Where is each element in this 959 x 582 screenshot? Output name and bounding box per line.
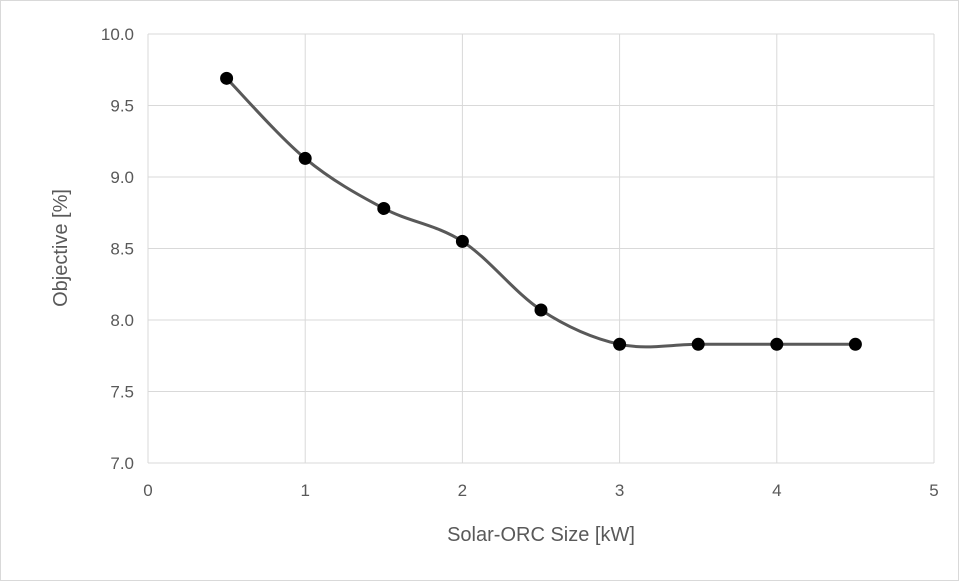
x-tick-label: 0 xyxy=(143,481,152,500)
y-axis-title: Objective [%] xyxy=(50,189,72,307)
data-point xyxy=(613,337,627,351)
x-tick-label: 3 xyxy=(615,481,624,500)
x-tick-label: 2 xyxy=(458,481,467,500)
y-tick-label: 10.0 xyxy=(101,25,134,44)
x-tick-labels: 0 1 2 3 4 5 xyxy=(143,481,938,500)
grid xyxy=(147,33,935,464)
data-point xyxy=(455,234,469,248)
data-point xyxy=(534,303,548,317)
y-tick-label: 8.5 xyxy=(110,240,134,259)
x-tick-label: 5 xyxy=(929,481,938,500)
series-points xyxy=(220,71,862,351)
y-tick-label: 9.5 xyxy=(110,97,134,116)
series-line xyxy=(225,77,856,349)
x-axis-title: Solar-ORC Size [kW] xyxy=(447,524,635,546)
data-point xyxy=(770,337,784,351)
data-point xyxy=(298,151,312,165)
data-point xyxy=(691,337,705,351)
y-tick-labels: 7.0 7.5 8.0 8.5 9.0 9.5 10.0 xyxy=(101,25,134,473)
y-tick-label: 9.0 xyxy=(110,168,134,187)
x-tick-label: 4 xyxy=(772,481,781,500)
y-tick-label: 7.0 xyxy=(110,454,134,473)
y-tick-label: 7.5 xyxy=(110,383,134,402)
data-point xyxy=(377,201,391,215)
y-tick-label: 8.0 xyxy=(110,311,134,330)
data-point xyxy=(220,71,234,85)
x-tick-label: 1 xyxy=(300,481,309,500)
data-point xyxy=(848,337,862,351)
